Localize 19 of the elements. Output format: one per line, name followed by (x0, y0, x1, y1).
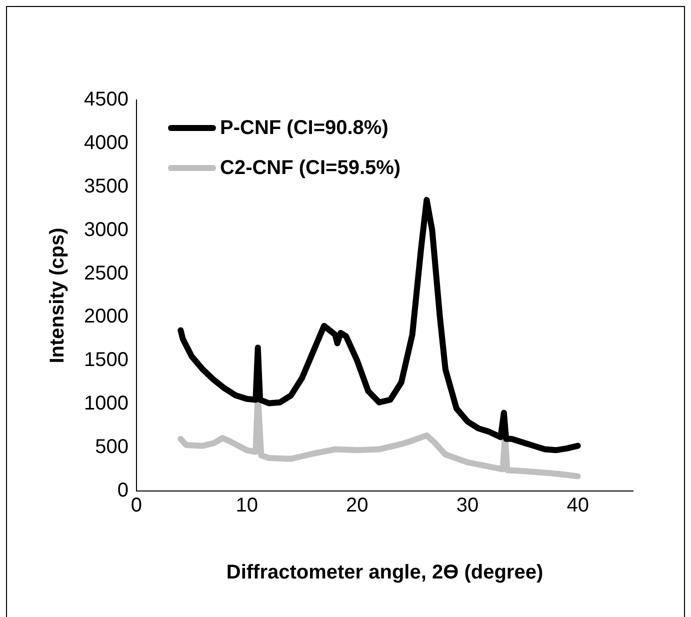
y-tick-label: 2000 (84, 306, 128, 328)
y-tick-label: 2500 (84, 262, 128, 284)
x-tick-label: 40 (566, 494, 589, 517)
x-tick-label: 20 (346, 494, 368, 517)
y-axis-title: Intensity (cps) (46, 228, 69, 364)
x-axis-title: Diffractometer angle, 2Ɵ (degree) (226, 562, 544, 584)
y-tick-label: 0 (117, 480, 128, 502)
x-tick-label: 10 (236, 494, 258, 517)
y-tick-label: 1500 (84, 349, 128, 372)
y-tick-label: 3500 (84, 175, 128, 198)
x-tick-label: 30 (456, 494, 479, 517)
y-tick-label: 500 (95, 436, 128, 458)
y-tick-label: 4000 (84, 132, 128, 154)
x-tick-label: 0 (130, 494, 142, 517)
y-tick-label: 1000 (84, 392, 128, 415)
legend-label: C2-CNF (CI=59.5%) (220, 156, 401, 180)
y-tick-label: 3000 (84, 218, 128, 241)
y-tick-label: 4500 (84, 88, 128, 111)
legend-label: P-CNF (CI=90.8%) (220, 116, 388, 140)
